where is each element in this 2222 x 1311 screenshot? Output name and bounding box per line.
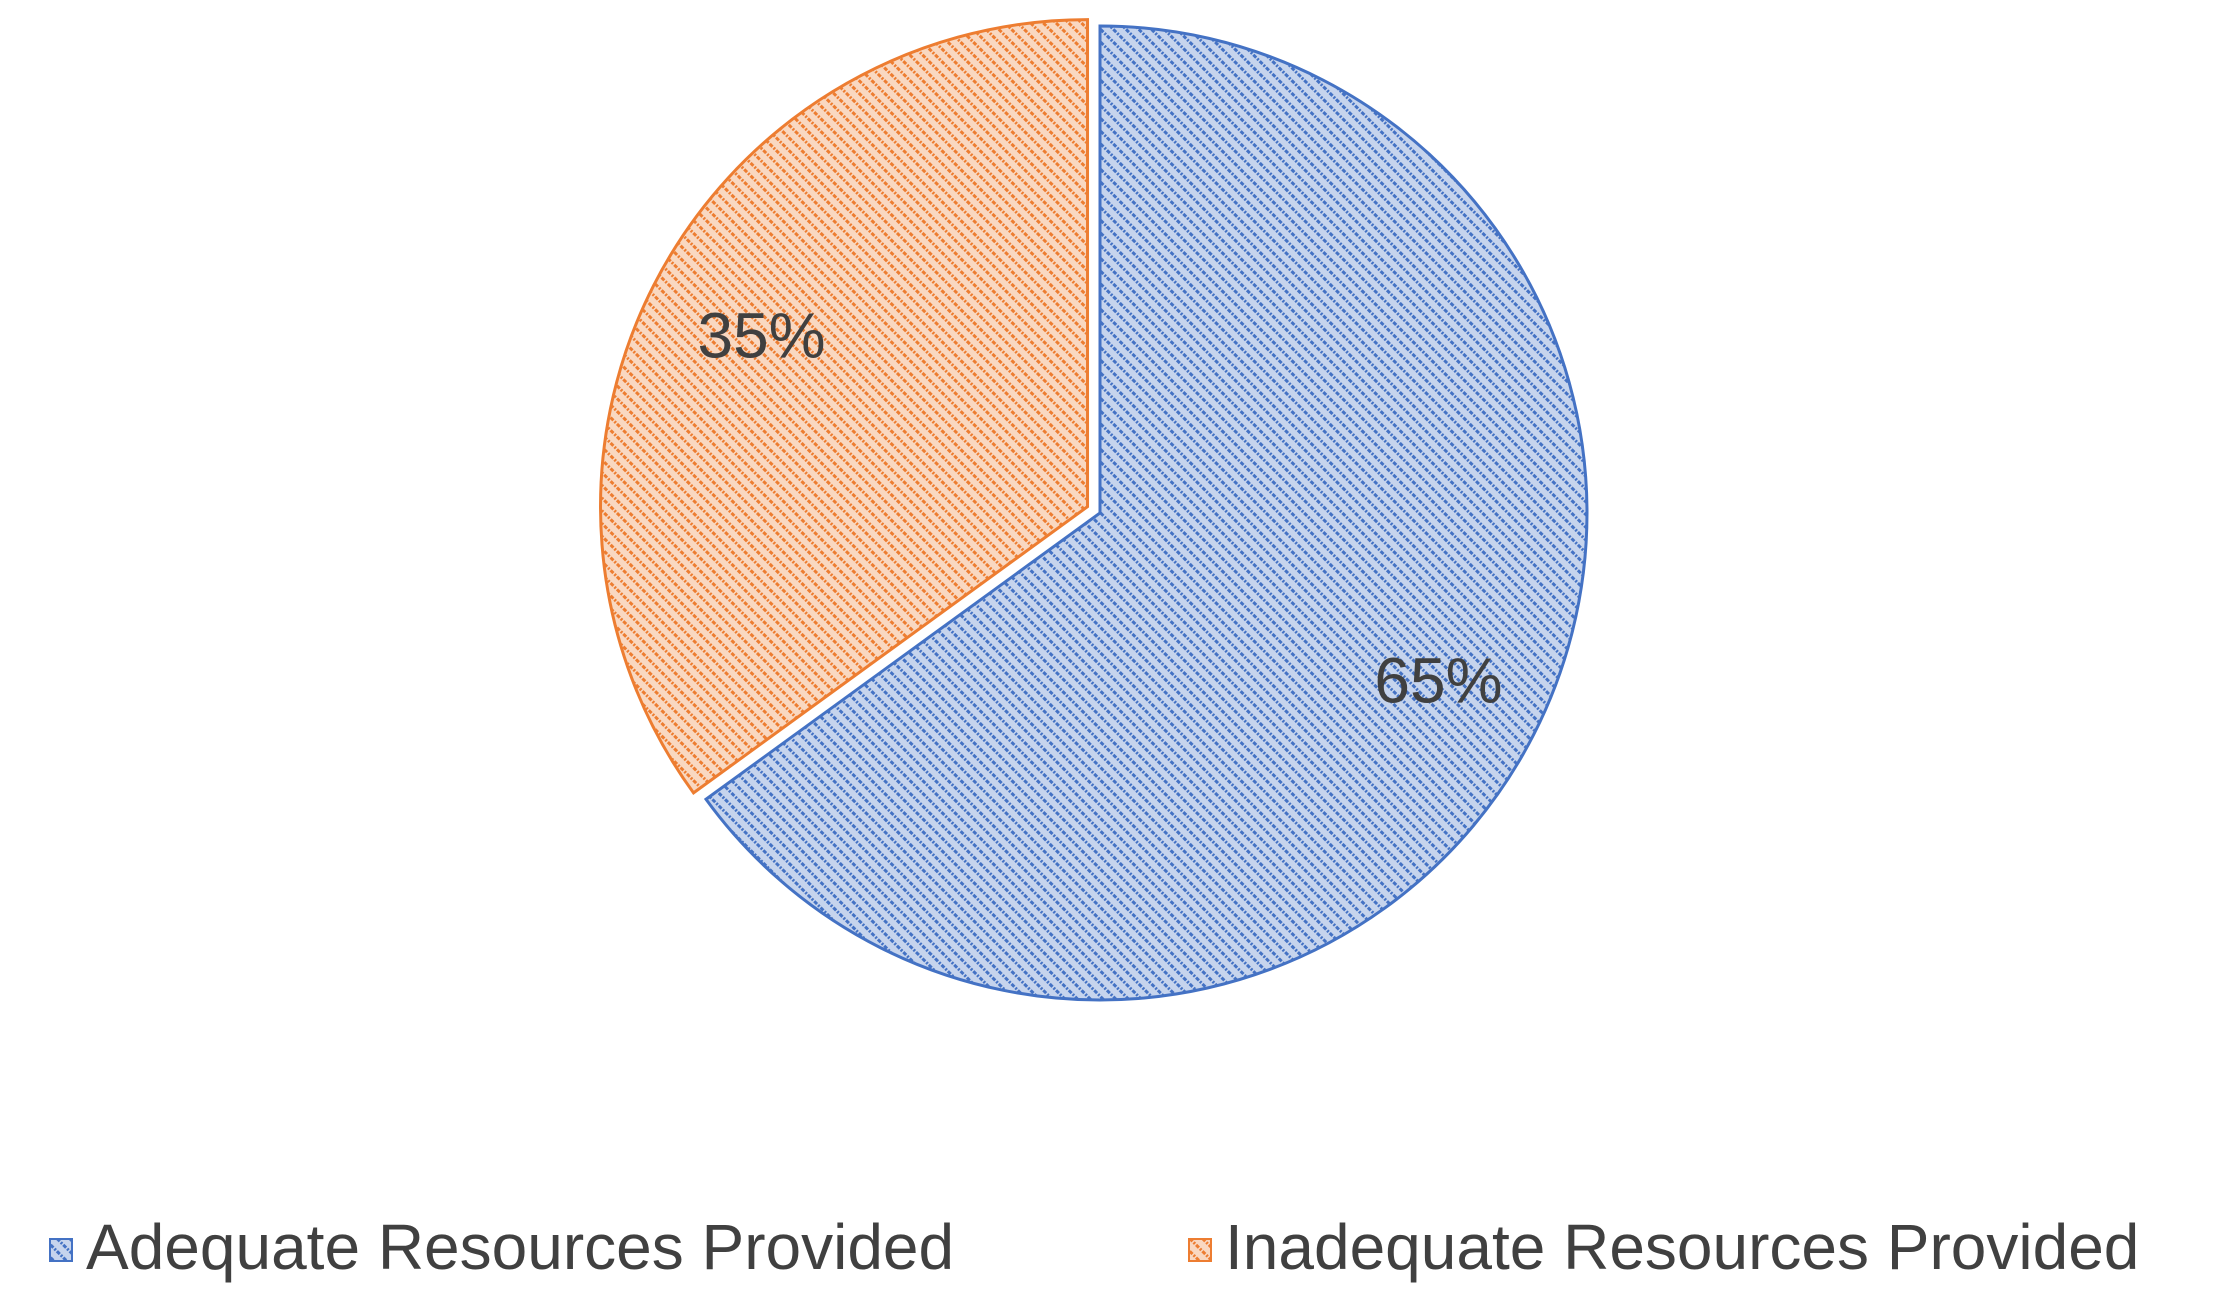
legend-swatch <box>1188 1238 1212 1262</box>
pie-slice <box>599 18 1090 795</box>
legend-label: Inadequate Resources Provided <box>1225 1211 2139 1283</box>
legend-swatch <box>49 1238 73 1262</box>
data-label: 65% <box>1374 644 1502 716</box>
data-label: 35% <box>697 299 825 371</box>
legend-label: Adequate Resources Provided <box>86 1211 954 1283</box>
pie-slice <box>703 24 1589 1002</box>
